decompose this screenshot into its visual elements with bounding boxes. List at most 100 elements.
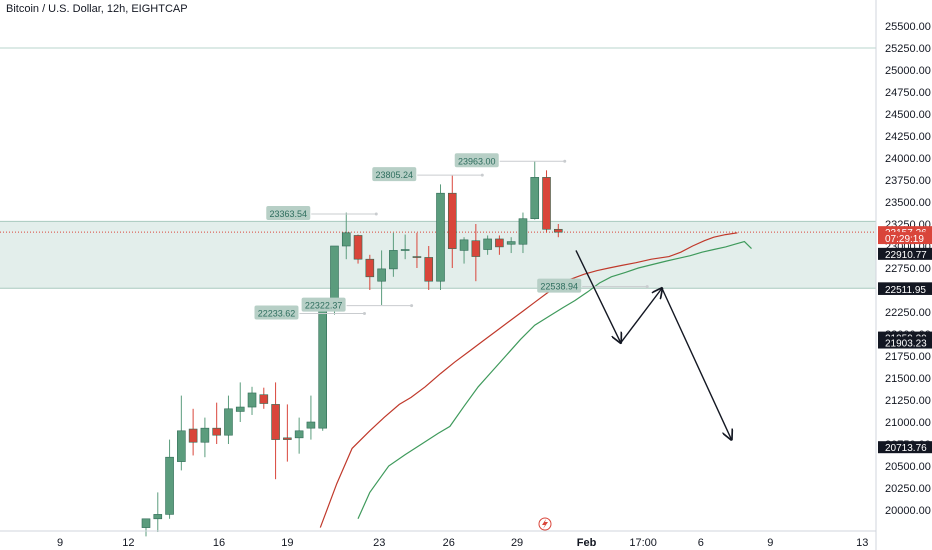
price-tag: 22511.95 (878, 282, 932, 296)
high-marker: 23805.24 (372, 167, 484, 182)
candle (436, 184, 445, 290)
candle (188, 408, 198, 456)
candle (542, 170, 551, 233)
candle-body (224, 408, 233, 436)
marker-label-bg (537, 278, 582, 293)
candle (271, 382, 280, 480)
marker-label-bg (301, 297, 346, 312)
projection-segment (575, 250, 621, 342)
candle-body (353, 235, 363, 260)
marker-dot (645, 285, 649, 289)
time-tick-label: 26 (443, 537, 455, 549)
price-tag: 22910.77 (878, 247, 932, 261)
candle-body (377, 268, 386, 282)
candle (483, 235, 492, 255)
marker-label-bg (254, 305, 299, 320)
time-tick-label: 9 (767, 537, 773, 549)
price-tag-bg (878, 247, 932, 260)
price-tag-label: 20713.76 (885, 443, 927, 454)
candle (259, 387, 269, 409)
price-tag-bg (878, 232, 932, 245)
price-tick-label: 24750.00 (885, 87, 931, 99)
candle-body (177, 430, 186, 462)
price-tag-bg (878, 441, 932, 454)
marker-dot (374, 212, 378, 216)
price-tick-label: 21750.00 (885, 351, 931, 363)
marker-label: 23963.00 (458, 156, 496, 166)
candle-body (153, 514, 163, 520)
candle-body (436, 192, 445, 282)
ema-fast-line (319, 232, 738, 528)
candle (294, 417, 304, 454)
time-axis[interactable]: 9 12 16 19 23 26 29 Feb 17:00 6 9 13 (0, 517, 876, 549)
price-tick-label: 24250.00 (885, 131, 931, 143)
price-tick-label: 20250.00 (885, 483, 931, 495)
marker-label-bg (454, 153, 499, 168)
candle-body (247, 392, 257, 408)
event-icon-bolt (542, 519, 548, 529)
candle (495, 235, 504, 255)
low-marker: 22233.62 (254, 305, 366, 320)
marker-dot (410, 304, 414, 308)
candle-body (318, 307, 328, 429)
time-tick-label: Feb (577, 537, 597, 549)
candle (200, 417, 210, 458)
candle (247, 386, 257, 415)
candle-body (235, 406, 245, 412)
candle (165, 439, 174, 519)
candle (306, 395, 316, 440)
candle-body (294, 430, 304, 439)
marker-label: 22538.94 (540, 282, 578, 292)
price-tag-label: 21903.23 (885, 339, 927, 350)
high-low-markers: 23963.00 23805.24 23363.54 22322.37 22233.62… (254, 153, 649, 320)
marker-dot (362, 311, 366, 315)
candle-body (165, 456, 174, 515)
candle-body (459, 239, 469, 251)
price-tick-label: 22250.00 (885, 307, 931, 319)
price-tag-bg (878, 336, 932, 349)
candle-body (400, 249, 410, 251)
candle-body (495, 238, 504, 248)
candle (447, 175, 457, 268)
time-tick-label: 19 (281, 537, 293, 549)
projection-segment (661, 287, 732, 439)
candle-body (271, 404, 280, 440)
candle-body (259, 394, 269, 404)
candle (553, 224, 563, 238)
candle-body (447, 192, 457, 249)
price-axis[interactable]: 25500.00 25250.00 25000.00 24750.00 24500.00… (875, 0, 932, 550)
marker-label: 22322.37 (305, 301, 343, 311)
candle-body (424, 257, 434, 282)
time-tick-label: 23 (373, 537, 385, 549)
high-marker: 23963.00 (454, 153, 567, 168)
candle-body (506, 241, 516, 245)
price-tag-bg (878, 282, 932, 295)
candle-body (365, 258, 375, 278)
price-tick-label: 24000.00 (885, 153, 931, 165)
candle (459, 237, 469, 264)
event-lightning-icon[interactable] (538, 517, 552, 531)
price-tick-label: 25500.00 (885, 21, 931, 33)
candle (318, 307, 328, 431)
time-tick-label: 6 (698, 537, 704, 549)
time-tick-label: 12 (122, 537, 134, 549)
price-tick-label: 20000.00 (885, 505, 931, 517)
candle (283, 404, 292, 462)
price-tag: 20713.76 (878, 441, 932, 454)
low-marker: 22322.37 (301, 297, 414, 312)
time-tick-label: 16 (213, 537, 225, 549)
candle-body (483, 238, 492, 250)
candle-body (341, 232, 351, 247)
marker-label: 23805.24 (376, 170, 414, 180)
candle-body (200, 427, 210, 443)
time-tick-label: 13 (856, 537, 868, 549)
moving-averages (319, 232, 752, 528)
marker-label-bg (266, 206, 311, 221)
candle-body (471, 240, 481, 257)
price-tick-label: 24500.00 (885, 109, 931, 121)
ema-slow-line (357, 240, 752, 520)
candle (341, 212, 351, 260)
time-tick-label: 17:00 (629, 537, 657, 549)
